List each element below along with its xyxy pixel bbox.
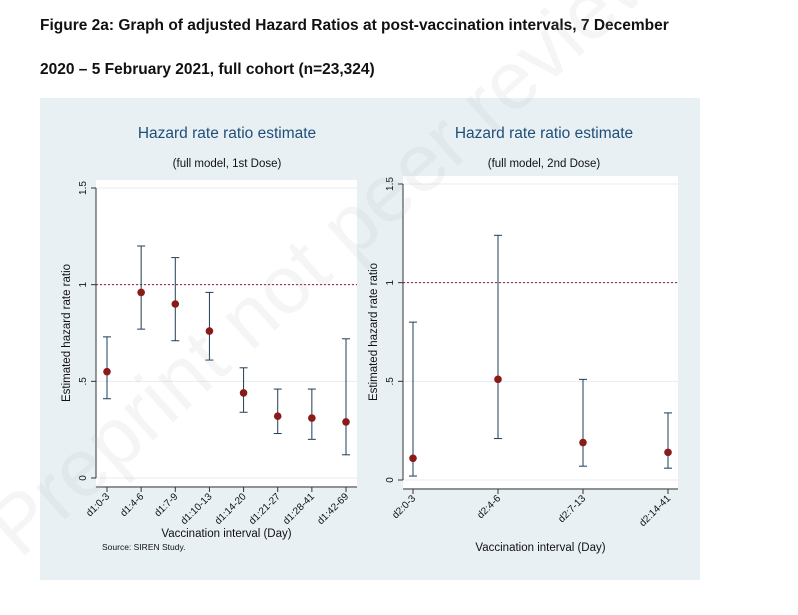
data-point	[205, 327, 214, 335]
data-point	[409, 454, 417, 463]
figure-title-line-1: Figure 2a: Graph of adjusted Hazard Rati…	[40, 17, 669, 34]
chart-frame: Hazard rate ratio estimate (full model, 1…	[40, 98, 700, 580]
y-axis-label: Estimated hazard rate ratio	[61, 264, 73, 402]
figure-title-line-2: 2020 – 5 February 2021, full cohort (n=2…	[40, 61, 375, 78]
data-point	[137, 288, 145, 297]
chart-title: Hazard rate ratio estimate	[455, 125, 633, 142]
y-tick-label: .5	[78, 377, 89, 386]
chart-title: Hazard rate ratio estimate	[138, 125, 316, 142]
chart-subtitle: (full model, 1st Dose)	[173, 158, 282, 170]
source-note: Source: SIREN Study.	[102, 542, 185, 552]
y-tick-label: 1	[385, 279, 396, 285]
data-point	[342, 418, 350, 426]
y-tick-label: 1.5	[385, 177, 396, 191]
y-tick-label: 0	[385, 477, 396, 483]
data-point	[171, 300, 180, 308]
plot-area	[403, 176, 678, 488]
chart-panel-1: Hazard rate ratio estimate (full model, 1…	[61, 125, 357, 540]
y-tick-label: 1.5	[78, 181, 89, 195]
x-axis-label: Vaccination interval (Day)	[161, 528, 291, 540]
y-tick-label: .5	[385, 377, 396, 386]
data-point	[273, 412, 282, 420]
x-axis-label: Vaccination interval (Day)	[475, 542, 605, 554]
data-point	[308, 414, 316, 422]
plot-area	[96, 180, 357, 486]
data-point	[579, 438, 587, 447]
data-point	[494, 375, 502, 384]
data-point	[239, 389, 248, 397]
y-tick-label: 0	[78, 475, 89, 481]
chart-subtitle: (full model, 2nd Dose)	[488, 158, 601, 170]
y-axis-label: Estimated hazard rate ratio	[368, 263, 380, 401]
data-point	[103, 367, 111, 376]
data-point	[664, 448, 672, 457]
y-tick-label: 1	[78, 281, 89, 287]
